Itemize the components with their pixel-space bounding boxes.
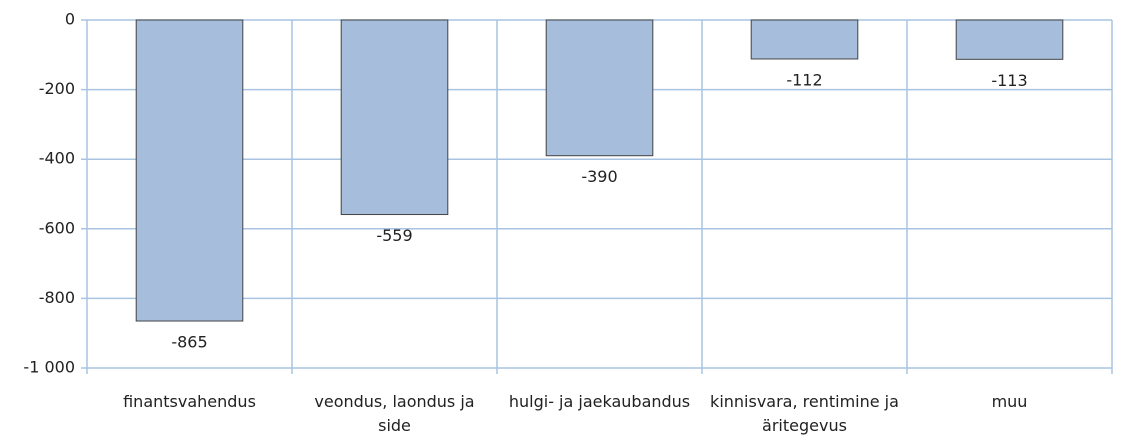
y-tick-label: -400 xyxy=(39,149,75,168)
y-tick-label: -200 xyxy=(39,79,75,98)
x-tick-label: veondus, laondus ja side xyxy=(314,392,475,435)
y-tick-label: -600 xyxy=(39,218,75,237)
data-label: -559 xyxy=(376,226,412,245)
y-tick-label: -1 000 xyxy=(23,358,75,377)
data-label: -865 xyxy=(171,333,207,352)
data-label: -113 xyxy=(991,71,1027,90)
x-tick-label: muu xyxy=(991,392,1028,411)
bar xyxy=(135,19,244,322)
bar xyxy=(750,19,859,60)
bar xyxy=(340,19,449,216)
y-tick-label: 0 xyxy=(65,10,75,29)
data-label: -390 xyxy=(581,167,617,186)
x-tick-label: kinnisvara, rentimine ja äritegevus xyxy=(710,392,899,435)
bar xyxy=(545,19,654,157)
data-label: -112 xyxy=(786,70,822,89)
x-tick-label: hulgi- ja jaekaubandus xyxy=(508,392,691,411)
bar xyxy=(955,19,1064,60)
y-tick-label: -800 xyxy=(39,288,75,307)
x-tick-label: finantsvahendus xyxy=(123,392,256,411)
